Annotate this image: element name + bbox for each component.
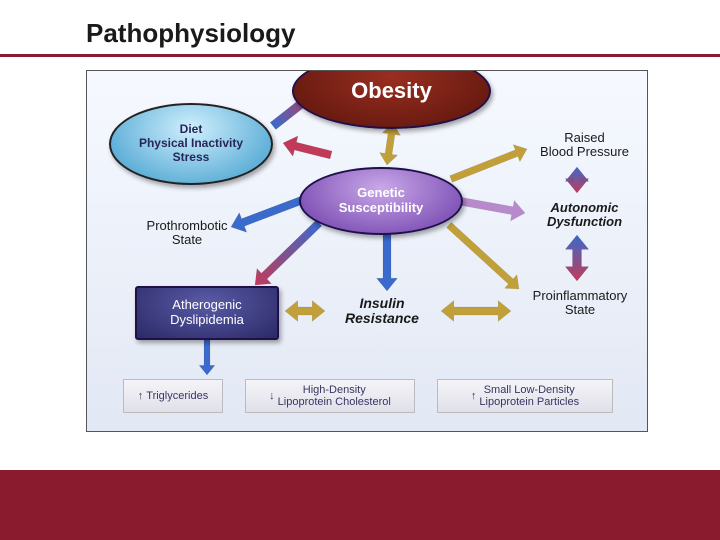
node-diet: DietPhysical InactivityStress [109, 103, 273, 185]
label-insulin: InsulinResistance [327, 296, 437, 327]
flow-arrow [565, 167, 588, 193]
label-proinflam: ProinflammatoryState [515, 289, 645, 318]
node-athero: AtherogenicDyslipidemia [135, 286, 279, 340]
flow-arrow [377, 233, 398, 291]
flow-arrow [447, 222, 519, 289]
lipid-box-1: ↓High-DensityLipoprotein Cholesterol [245, 379, 415, 413]
flow-arrow [565, 235, 588, 281]
flow-arrow [283, 136, 332, 159]
flow-arrow [285, 301, 325, 322]
diagram-frame: RaisedBlood Pressure AutonomicDysfunction… [86, 70, 648, 432]
lipid-box-2: ↑Small Low-DensityLipoprotein Particles [437, 379, 613, 413]
page-title: Pathophysiology [86, 18, 295, 49]
label-autonomic: AutonomicDysfunction [527, 201, 642, 230]
lipid-box-0: ↑Triglycerides [123, 379, 223, 413]
flow-arrow [450, 145, 527, 183]
flow-arrow [255, 220, 322, 285]
title-underline [0, 54, 720, 57]
label-raised_bp: RaisedBlood Pressure [527, 131, 642, 160]
flow-arrow [441, 301, 511, 322]
flow-arrow [199, 339, 215, 375]
flow-arrow [380, 123, 401, 165]
flow-arrow [458, 197, 525, 221]
label-prothromb: ProthromboticState [127, 219, 247, 248]
node-genetic: GeneticSusceptibility [299, 167, 463, 235]
footer-bar [0, 470, 720, 540]
